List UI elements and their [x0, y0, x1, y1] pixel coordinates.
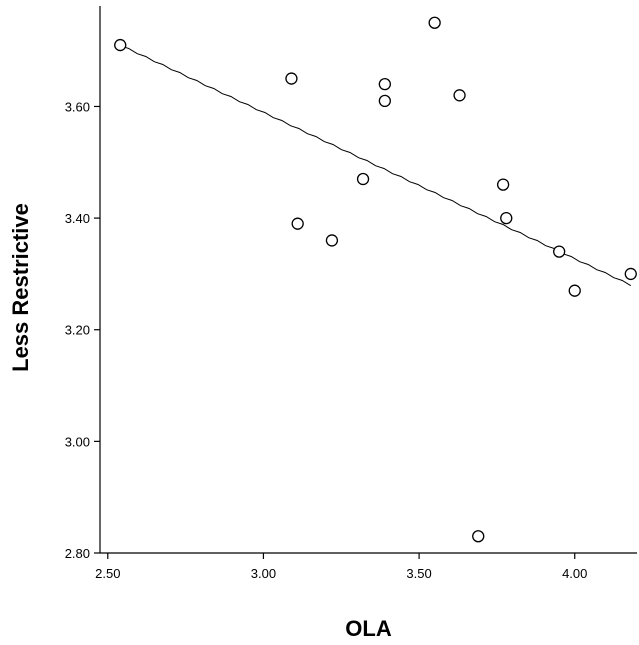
- y-axis-title: Less Restrictive: [8, 203, 33, 372]
- data-point: [378, 77, 391, 91]
- x-axis-title: OLA: [345, 616, 392, 641]
- data-points: [114, 16, 637, 543]
- data-point: [472, 530, 485, 543]
- data-point: [624, 267, 637, 281]
- axes: [99, 6, 637, 554]
- regression-line: [120, 45, 632, 287]
- ticks: 2.50 3.00 3.50 4.00 2.80 3.00 3.20 3.40 3.60: [65, 99, 588, 581]
- y-tick-label: 2.80: [65, 546, 90, 561]
- data-point: [291, 217, 304, 230]
- data-point: [553, 245, 566, 258]
- data-point: [285, 72, 298, 85]
- data-point: [356, 172, 370, 186]
- y-tick-label: 3.60: [65, 99, 90, 114]
- data-point: [114, 38, 127, 52]
- data-point: [325, 234, 339, 247]
- data-point: [378, 94, 391, 108]
- data-point: [500, 211, 513, 225]
- x-tick-label: 2.50: [95, 566, 120, 581]
- y-tick-label: 3.00: [65, 434, 90, 449]
- x-tick-label: 3.00: [251, 566, 276, 581]
- data-point: [496, 178, 510, 191]
- x-tick-label: 4.00: [562, 566, 587, 581]
- y-tick-label: 3.20: [65, 323, 90, 338]
- data-point: [453, 89, 466, 102]
- data-point: [428, 16, 441, 29]
- x-tick-label: 3.50: [406, 566, 431, 581]
- y-tick-label: 3.40: [65, 211, 90, 226]
- data-point: [568, 284, 581, 297]
